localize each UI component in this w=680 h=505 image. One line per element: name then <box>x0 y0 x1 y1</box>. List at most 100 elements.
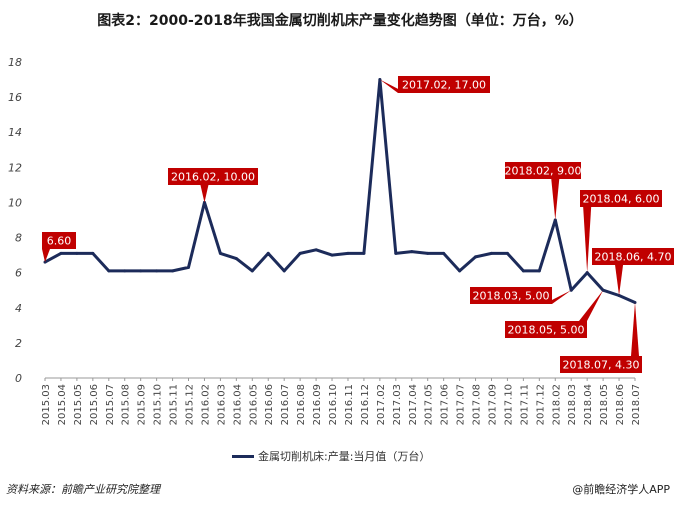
data-label: 2018.06, 4.70 <box>595 251 672 264</box>
data-point <box>155 269 159 273</box>
data-point <box>442 251 446 255</box>
y-tick-label: 10 <box>8 196 22 209</box>
brand-credit: @前瞻经济学人APP <box>572 483 670 496</box>
data-point <box>107 269 111 273</box>
x-tick-label: 2017.08 <box>472 384 483 425</box>
callout-pointer <box>631 302 639 356</box>
x-tick-label: 2018.02 <box>551 384 562 425</box>
x-tick-label: 2016.04 <box>232 384 243 425</box>
data-point <box>218 251 222 255</box>
x-tick-label: 2015.03 <box>41 384 52 425</box>
callout-box <box>505 321 587 338</box>
callout-box <box>560 356 642 373</box>
y-tick-label: 14 <box>8 126 22 139</box>
callout-box <box>42 232 76 249</box>
data-point <box>250 269 254 273</box>
data-label: 6.60 <box>47 235 72 248</box>
data-point <box>410 250 414 254</box>
y-tick-label: 0 <box>15 372 22 385</box>
x-tick-label: 2017.07 <box>456 384 467 425</box>
callout-pointer <box>579 290 604 321</box>
y-tick-label: 18 <box>8 56 22 69</box>
data-label: 2018.04, 6.00 <box>583 193 660 206</box>
data-point <box>489 251 493 255</box>
chart-title: 图表2：2000-2018年我国金属切削机床产量变化趋势图（单位：万台，%） <box>97 13 583 29</box>
data-point <box>266 251 270 255</box>
callout-pointer <box>379 79 406 93</box>
data-point <box>521 269 525 273</box>
callout-pointer <box>42 249 50 263</box>
callout-box <box>470 287 552 304</box>
source-note: 资料来源：前瞻产业研究院整理 <box>6 483 160 496</box>
data-point <box>505 251 509 255</box>
x-tick-label: 2015.05 <box>73 384 84 425</box>
callout-pointer <box>200 185 209 203</box>
x-tick-label: 2015.11 <box>169 384 180 425</box>
data-label: 2018.02, 9.00 <box>505 165 582 178</box>
data-label: 2018.07, 4.30 <box>563 359 640 372</box>
data-point <box>298 251 302 255</box>
x-tick-label: 2015.09 <box>137 384 148 425</box>
x-tick-label: 2016.10 <box>328 384 339 425</box>
x-tick-label: 2018.06 <box>615 384 626 425</box>
callout-box <box>580 190 662 207</box>
data-point <box>59 251 63 255</box>
x-tick-label: 2017.11 <box>519 384 530 425</box>
x-tick-label: 2015.04 <box>57 384 68 425</box>
data-point <box>234 257 238 261</box>
data-point <box>139 269 143 273</box>
y-tick-label: 4 <box>15 302 22 315</box>
x-tick-label: 2018.04 <box>583 384 594 425</box>
x-tick-label: 2018.07 <box>631 384 642 425</box>
legend-swatch <box>232 454 254 458</box>
data-point <box>330 253 334 257</box>
x-tick-label: 2017.09 <box>487 384 498 425</box>
x-tick-label: 2016.09 <box>312 384 323 425</box>
data-point <box>187 265 191 269</box>
data-point <box>91 251 95 255</box>
x-tick-label: 2016.02 <box>200 384 211 425</box>
data-label: 2018.05, 5.00 <box>508 324 585 337</box>
x-tick-label: 2017.10 <box>503 384 514 425</box>
data-label: 2018.03, 5.00 <box>473 290 550 303</box>
data-label: 2017.02, 17.00 <box>402 79 486 92</box>
data-point <box>75 251 79 255</box>
x-tick-label: 2015.12 <box>185 384 196 425</box>
x-tick-label: 2018.03 <box>567 384 578 425</box>
x-tick-label: 2015.08 <box>121 384 132 425</box>
x-tick-label: 2015.10 <box>153 384 164 425</box>
data-label: 2016.02, 10.00 <box>171 171 255 184</box>
callout-box <box>592 248 674 265</box>
data-point <box>171 269 175 273</box>
x-tick-label: 2016.07 <box>280 384 291 425</box>
x-tick-label: 2018.05 <box>599 384 610 425</box>
x-tick-label: 2017.03 <box>392 384 403 425</box>
x-tick-label: 2017.06 <box>440 384 451 425</box>
data-point <box>426 251 430 255</box>
y-tick-label: 6 <box>15 267 22 280</box>
data-point <box>123 269 127 273</box>
legend: 金属切削机床:产量:当月值（万台） <box>232 448 430 464</box>
x-tick-label: 2016.08 <box>296 384 307 425</box>
y-tick-label: 8 <box>15 232 22 245</box>
y-tick-label: 16 <box>8 91 22 104</box>
data-point <box>362 251 366 255</box>
callout-pointer <box>551 179 560 220</box>
data-point <box>537 269 541 273</box>
series-line <box>44 78 636 304</box>
x-tick-label: 2016.05 <box>248 384 259 425</box>
callout-box <box>505 162 581 179</box>
legend-label: 金属切削机床:产量:当月值（万台） <box>258 450 431 463</box>
data-point <box>314 248 318 252</box>
x-tick-label: 2017.12 <box>535 384 546 425</box>
data-point <box>474 255 478 259</box>
data-point <box>282 269 286 273</box>
x-tick-label: 2016.12 <box>360 384 371 425</box>
x-tick-label: 2015.06 <box>89 384 100 425</box>
y-tick-label: 2 <box>15 337 22 350</box>
x-tick-label: 2017.02 <box>376 384 387 425</box>
x-tick-label: 2016.06 <box>264 384 275 425</box>
x-tick-label: 2016.03 <box>216 384 227 425</box>
data-point <box>346 251 350 255</box>
